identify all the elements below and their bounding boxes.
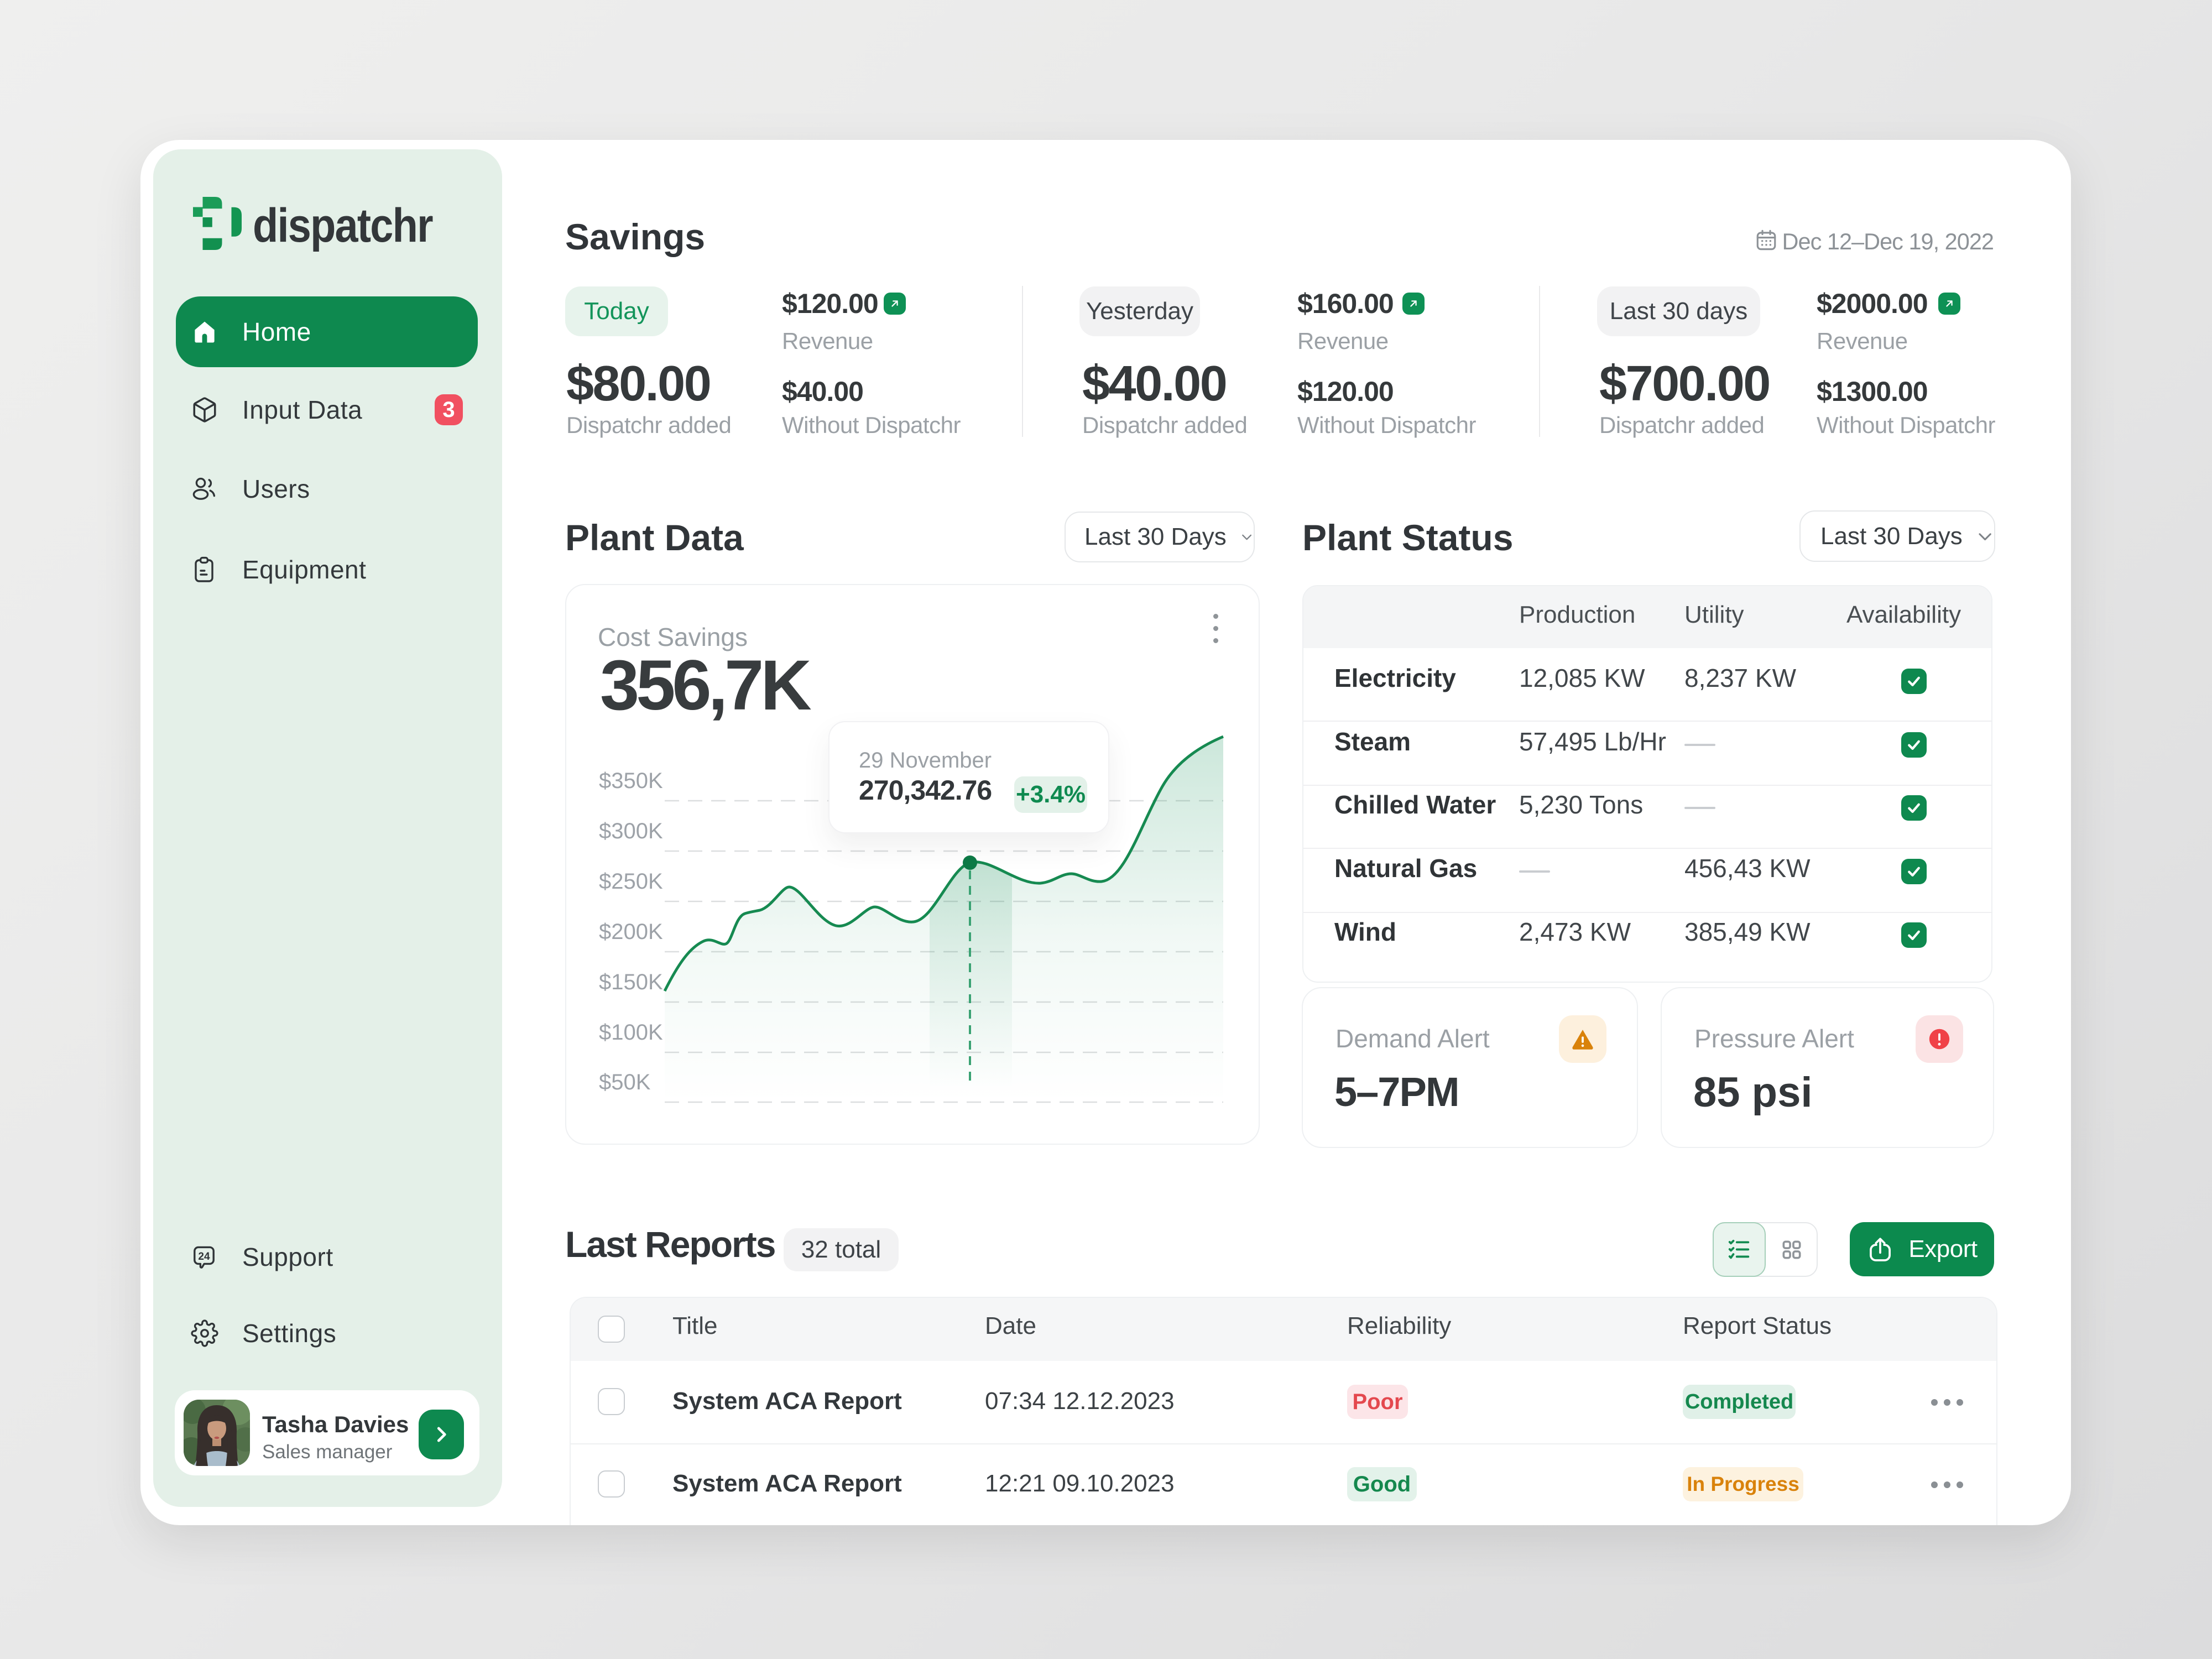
svg-text:$50K: $50K (599, 1070, 651, 1094)
svg-text:$150K: $150K (599, 970, 663, 994)
svg-text:24: 24 (198, 1251, 210, 1262)
svg-text:$250K: $250K (599, 869, 663, 894)
svg-text:$100K: $100K (599, 1020, 663, 1045)
svg-text:$200K: $200K (599, 920, 663, 944)
svg-text:$300K: $300K (599, 819, 663, 843)
svg-text:$350K: $350K (599, 769, 663, 793)
